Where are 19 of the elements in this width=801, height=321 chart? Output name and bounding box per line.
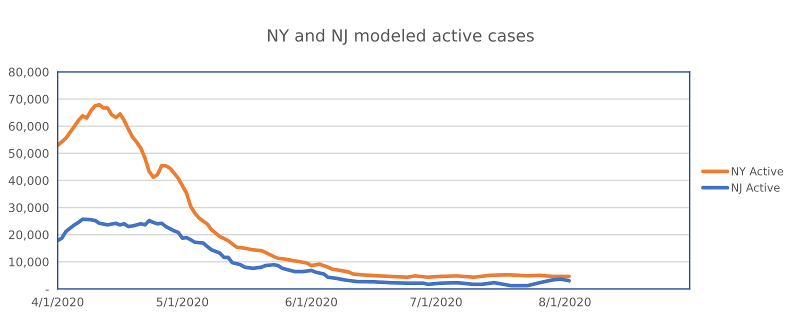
y-tick-label: 30,000 — [8, 203, 49, 214]
y-tick-label: 40,000 — [8, 176, 49, 186]
x-tick-label: 5/1/2020 — [156, 297, 208, 308]
y-tick-label: 80,000 — [8, 68, 49, 78]
y-tick-label: - — [46, 290, 49, 291]
x-tick-label: 7/1/2020 — [410, 297, 462, 308]
x-tick-label: 6/1/2020 — [286, 297, 338, 308]
x-tick-label: 4/1/2020 — [32, 297, 84, 308]
y-tick-label: 70,000 — [9, 94, 49, 105]
y-tick-label: 10,000 — [9, 258, 49, 268]
y-tick-label: 20,000 — [8, 230, 49, 241]
x-tick-label: 8/1/2020 — [539, 297, 591, 308]
chart-title: NY and NJ modeled active cases — [268, 28, 534, 45]
legend-label: NJ Active — [732, 183, 780, 194]
legend-label: NY Active — [732, 166, 784, 176]
y-tick-label: 50,000 — [8, 149, 49, 160]
line-series — [58, 102, 571, 280]
line-series — [58, 217, 571, 288]
y-tick-label: 60,000 — [8, 122, 49, 132]
